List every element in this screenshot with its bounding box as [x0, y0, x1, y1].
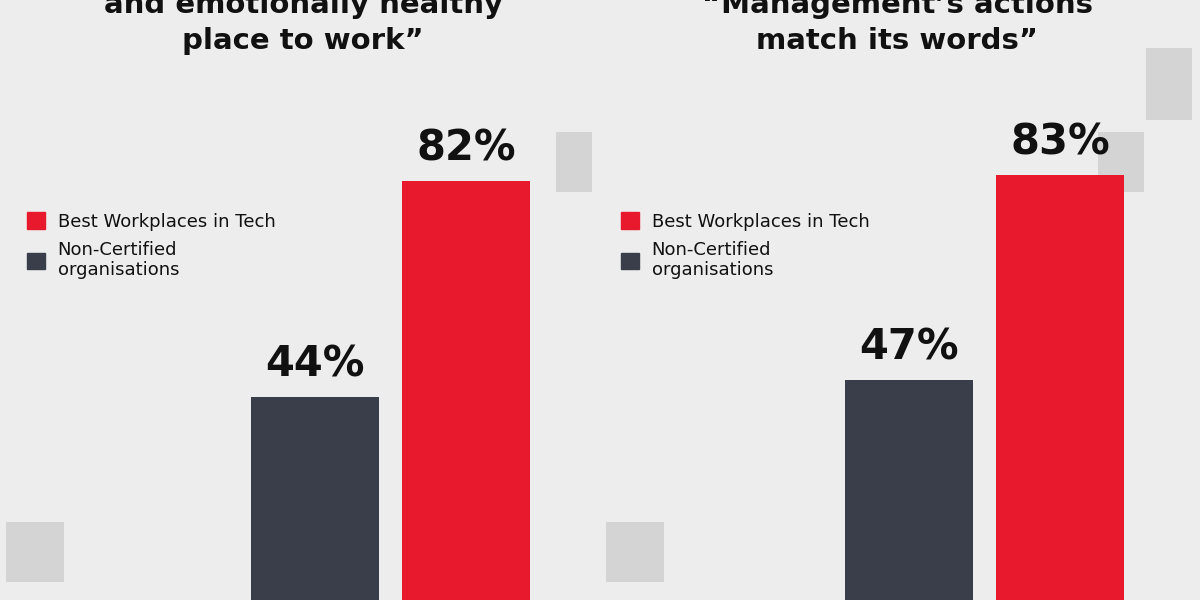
- Text: “This is a psychologically
and emotionally healthy
place to work”: “This is a psychologically and emotional…: [95, 0, 511, 55]
- Text: 82%: 82%: [416, 127, 516, 169]
- FancyBboxPatch shape: [402, 181, 530, 600]
- Text: 47%: 47%: [859, 326, 959, 368]
- Legend: Best Workplaces in Tech, Non-Certified
organisations: Best Workplaces in Tech, Non-Certified o…: [620, 212, 869, 280]
- Text: “Management’s actions
match its words”: “Management’s actions match its words”: [702, 0, 1092, 55]
- FancyBboxPatch shape: [996, 175, 1124, 600]
- FancyBboxPatch shape: [845, 380, 973, 600]
- FancyBboxPatch shape: [251, 397, 379, 600]
- Text: 44%: 44%: [265, 344, 365, 386]
- Text: 83%: 83%: [1010, 121, 1110, 163]
- Legend: Best Workplaces in Tech, Non-Certified
organisations: Best Workplaces in Tech, Non-Certified o…: [26, 212, 275, 280]
